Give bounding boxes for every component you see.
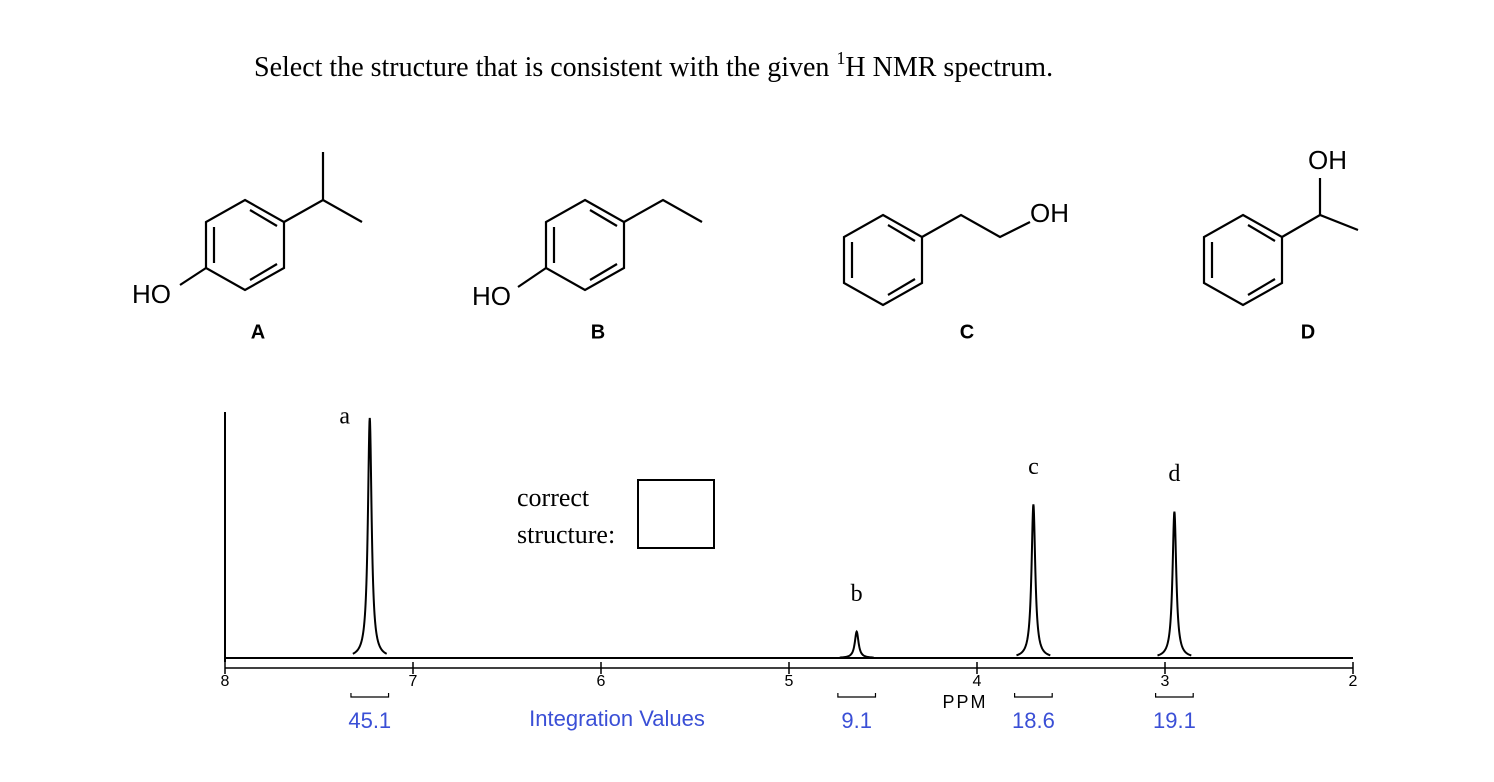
x-tick-label: 8 xyxy=(221,673,230,690)
answer-prompt: structure: xyxy=(517,520,615,549)
integration-value: 19.1 xyxy=(1153,708,1196,733)
answer-box[interactable] xyxy=(637,479,715,549)
peak-label: a xyxy=(339,404,350,430)
structure-d: OH D xyxy=(1202,145,1359,343)
structure-c: OH C xyxy=(842,198,1069,343)
integration-bracket xyxy=(350,693,390,698)
answer-prompt: correct xyxy=(517,483,590,512)
spectrum: 8 7 6 5 4 3 2 a 45.1 b 9.1 c 18.6 d 19.1 xyxy=(221,404,1358,733)
x-tick-label: 2 xyxy=(1349,673,1358,690)
x-tick-label: 5 xyxy=(785,673,794,690)
group-label: OH xyxy=(1308,145,1347,175)
question-text: Select the structure that is consistent … xyxy=(254,52,836,83)
x-tick-label: 4 xyxy=(973,673,982,690)
structure-label: C xyxy=(960,321,974,343)
integration-bracket xyxy=(1014,693,1053,698)
integration-value: 45.1 xyxy=(348,708,391,733)
peak xyxy=(352,417,388,655)
question-text: H NMR spectrum. xyxy=(845,52,1053,83)
question: Select the structure that is consistent … xyxy=(254,48,1053,83)
peak-label: b xyxy=(851,581,863,607)
structure-label: B xyxy=(591,321,605,343)
structure-a: HO A xyxy=(132,152,363,343)
structure-label: D xyxy=(1301,321,1315,343)
group-label: HO xyxy=(132,279,171,309)
x-tick-label: 3 xyxy=(1161,673,1170,690)
axis-label: PPM xyxy=(942,692,987,712)
peak xyxy=(839,629,874,659)
integration-value: 18.6 xyxy=(1012,708,1055,733)
peak-label: c xyxy=(1028,454,1039,480)
integration-title: Integration Values xyxy=(529,706,705,731)
peak xyxy=(1016,504,1051,657)
integration-bracket xyxy=(1155,693,1194,698)
x-tick-label: 6 xyxy=(597,673,606,690)
superscript: 1 xyxy=(836,48,845,68)
group-label: HO xyxy=(472,281,511,311)
peak xyxy=(1157,511,1192,657)
group-label: OH xyxy=(1030,198,1069,228)
x-tick-label: 7 xyxy=(409,673,418,690)
structure-label: A xyxy=(251,321,265,343)
peak-label: d xyxy=(1168,461,1180,487)
structure-b: HO B xyxy=(472,198,703,343)
integration-value: 9.1 xyxy=(841,708,872,733)
integration-bracket xyxy=(837,693,877,698)
